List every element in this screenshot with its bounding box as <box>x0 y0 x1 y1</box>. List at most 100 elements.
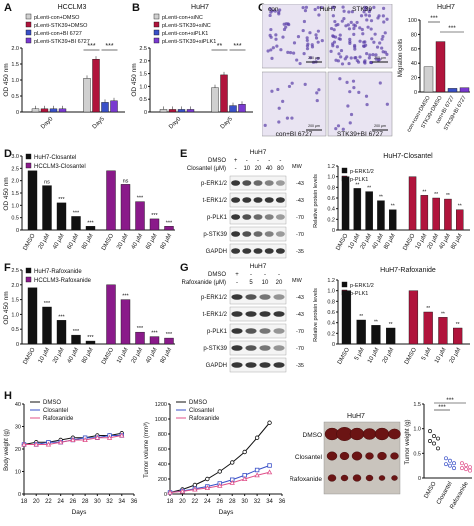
panel-h-tumor-weight-chart: Tumor weight (g)00.51.01.5DMSOClosantelR… <box>405 397 472 510</box>
bar <box>353 188 362 231</box>
migrated-cell <box>381 6 386 10</box>
blot-dose: - <box>236 280 238 286</box>
panel-e-bar-ytick-label: 1.2 <box>327 164 335 170</box>
blot-row-label: p-STK39 <box>203 346 227 352</box>
blot-band <box>273 328 285 334</box>
legend-label: p-ERK1/2 <box>350 283 374 289</box>
migrated-cell <box>290 116 294 120</box>
blot-band <box>245 294 257 300</box>
y-axis-label: Relative protein levels <box>313 288 319 342</box>
migrated-cell <box>284 22 288 26</box>
migrated-cell <box>352 23 356 27</box>
significance-label: ** <box>446 193 450 199</box>
H-volume-ytick-label: 1200 <box>155 402 167 408</box>
data-point <box>267 463 272 468</box>
panel-c-ytick-label: 100 <box>408 18 417 24</box>
x-tick-label: 80 μM <box>81 347 95 365</box>
migrated-cell <box>352 86 356 90</box>
blot-band <box>264 180 274 186</box>
migrated-cell <box>342 9 346 13</box>
panel-letter-h: H <box>4 390 12 402</box>
blot-band <box>253 231 263 237</box>
migrated-cell <box>350 10 354 14</box>
blot-band <box>259 328 271 334</box>
significance-label: *** <box>87 220 94 226</box>
migrated-cell <box>371 53 375 57</box>
x-tick-label: 18 <box>167 499 174 505</box>
blot-row-label: GAPDH <box>206 249 227 255</box>
x-tick-label: DMSO <box>424 481 438 500</box>
bar <box>106 284 116 345</box>
significance-label: *** <box>166 220 173 226</box>
bar <box>85 226 96 231</box>
blot-band <box>231 294 243 300</box>
migrated-cell <box>369 27 373 31</box>
migrated-cell <box>348 121 352 125</box>
x-tick-label: 34 <box>266 499 273 505</box>
x-tick-label: 18 <box>21 499 28 505</box>
blot-strip <box>229 340 287 356</box>
tumor <box>378 475 386 481</box>
significance-label: ** <box>389 322 393 328</box>
migrated-cell <box>359 14 364 18</box>
blot-dose: - <box>235 166 237 172</box>
blot-drug-label: Closantel (μM) <box>187 166 226 172</box>
migrated-cell <box>303 82 307 86</box>
panel-letter-f: F <box>4 262 11 274</box>
blot-mw-header: MW <box>292 278 303 284</box>
photo-row-label: DMSO <box>303 432 323 439</box>
migrated-cell <box>301 5 305 10</box>
migrated-cell <box>314 33 318 37</box>
migrated-cell <box>277 106 281 110</box>
blot-band <box>264 197 274 203</box>
blot-dmso-sign: - <box>246 158 248 164</box>
panel-letter-e: E <box>180 148 188 160</box>
blot-strip <box>229 306 287 322</box>
blot-dmso-sign: + <box>235 272 239 278</box>
blot-dmso-sign: - <box>257 158 259 164</box>
migrated-cell <box>378 81 382 85</box>
H-volume-ytick-label: 1000 <box>155 417 167 423</box>
bar <box>159 109 168 113</box>
bar <box>110 100 118 113</box>
legend-swatch <box>25 153 32 160</box>
data-point <box>436 446 440 451</box>
migrated-cell <box>305 36 309 40</box>
x-tick-label: 26 <box>216 499 223 505</box>
bar <box>453 327 463 345</box>
migrated-cell <box>365 18 369 22</box>
significance-label: ** <box>355 182 359 188</box>
migrated-cell <box>332 28 336 32</box>
migrated-cell <box>372 40 376 44</box>
panel-d-ytick-label: 3.0 <box>11 154 19 160</box>
bar <box>101 102 109 113</box>
legend-swatch <box>153 29 160 36</box>
migrated-cell <box>381 14 385 18</box>
migrated-cell <box>377 14 381 18</box>
tumor-weight-ytick-label: 1.5 <box>413 402 421 408</box>
migrated-cell <box>338 77 342 81</box>
significance-label: ** <box>367 186 371 192</box>
x-tick-label: DMSO <box>23 347 37 366</box>
blot-dose: 40 <box>266 166 273 172</box>
significance-label: *** <box>105 43 113 50</box>
blot-mw-marker: -43 <box>296 295 304 301</box>
tumor <box>349 427 365 441</box>
blot-mw-marker: -70 <box>296 215 304 221</box>
x-tick-label: DMSO <box>101 233 115 252</box>
blot-mw-marker: -43 <box>296 198 304 204</box>
scale-bar-label: 200 μm <box>308 56 320 60</box>
bar <box>444 198 452 231</box>
data-point <box>229 479 235 485</box>
bar <box>420 195 429 231</box>
migrated-cell <box>373 32 377 36</box>
panel-f-ytick-label: 1.0 <box>11 312 19 318</box>
x-tick-label: 24 <box>204 499 211 505</box>
panel-h-tumor-volume-chart: Tumor volume (mm³) 0 200 400 600 800 1000 1200 1… <box>144 400 286 516</box>
bar <box>238 104 246 113</box>
x-tick-label: Day5 <box>92 116 107 131</box>
legend-swatch <box>25 162 32 169</box>
migrated-cell <box>281 35 285 39</box>
panel-g-bar-ytick-label: 0.4 <box>327 321 335 327</box>
